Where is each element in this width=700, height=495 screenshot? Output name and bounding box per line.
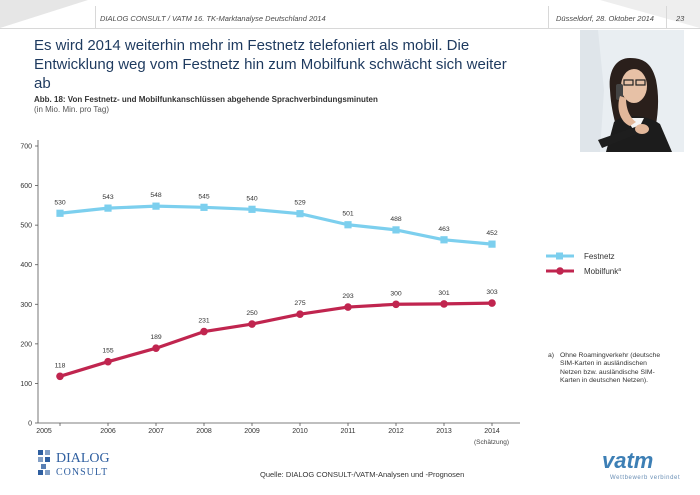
data-point-mobilfunk <box>200 327 208 336</box>
legend-label-mobilfunk: Mobilfunka <box>584 267 621 276</box>
x-tick-label: 2013 <box>436 428 452 435</box>
figure-subtitle: (in Mio. Min. pro Tag) <box>34 105 109 114</box>
estimate-note: (Schätzung) <box>474 439 510 446</box>
x-tick-label: 2012 <box>388 428 404 435</box>
data-point-festnetz <box>392 226 400 234</box>
y-tick-label: 400 <box>20 262 32 269</box>
data-point-festnetz <box>200 203 208 211</box>
svg-text:vatm: vatm <box>602 448 653 473</box>
legend-label-festnetz: Festnetz <box>584 252 615 261</box>
figure-title: Abb. 18: Von Festnetz- und Mobilfunkansc… <box>34 95 378 104</box>
data-label: 488 <box>390 216 402 223</box>
legend-marker-festnetz <box>556 252 563 260</box>
header-divider <box>666 6 667 28</box>
series-line-festnetz <box>59 204 493 246</box>
data-point-festnetz <box>344 221 352 229</box>
x-tick-label: 2005 <box>36 428 52 435</box>
data-point-festnetz <box>440 236 448 244</box>
x-tick-label: 2010 <box>292 428 308 435</box>
data-label: 540 <box>246 195 258 202</box>
data-point-festnetz <box>488 240 496 248</box>
svg-text:DIALOG: DIALOG <box>56 451 110 466</box>
data-point-festnetz <box>56 209 64 217</box>
data-label: 463 <box>438 226 450 233</box>
header-divider <box>95 6 96 28</box>
page-headline: Es wird 2014 weiterhin mehr im Festnetz … <box>34 37 507 92</box>
x-tick-label: 2007 <box>148 428 164 435</box>
data-label: 545 <box>198 193 210 200</box>
chart-axes: 0 100 200 300 400 500 600 700 2005 2006 2007 2008 20… <box>20 140 520 435</box>
y-tick-label: 500 <box>20 223 32 230</box>
line-chart: 0 100 200 300 400 500 600 700 2005 2006 2007 2008 20… <box>20 140 621 435</box>
x-tick-label: 2008 <box>196 428 212 435</box>
data-label: 452 <box>486 230 498 237</box>
vatm-logo: vatm Wettbewerb verbindet <box>600 448 682 489</box>
data-label: 118 <box>55 362 66 369</box>
document-title: DIALOG CONSULT / VATM 16. TK-Marktanalys… <box>100 14 326 23</box>
series-line-mobilfunk <box>59 301 493 378</box>
data-point-mobilfunk <box>248 320 256 328</box>
legend-superscript: a <box>618 267 621 273</box>
header-photo <box>580 30 684 152</box>
data-point-mobilfunk <box>392 300 400 309</box>
y-tick-label: 200 <box>20 341 32 348</box>
header-decoration <box>0 0 700 28</box>
y-tick-label: 100 <box>20 381 32 388</box>
data-point-festnetz <box>248 205 256 213</box>
data-label: 250 <box>246 310 258 317</box>
data-label: 301 <box>438 290 450 297</box>
data-label: 275 <box>294 300 306 307</box>
x-tick-label: 2014 <box>484 428 500 435</box>
data-label: 501 <box>342 211 354 218</box>
data-label: 155 <box>102 348 114 355</box>
data-label: 300 <box>390 290 402 297</box>
data-label: 303 <box>486 289 498 296</box>
data-label: 189 <box>150 334 162 341</box>
y-tick-label: 700 <box>20 144 32 151</box>
header-divider <box>548 6 549 28</box>
chart-legend: Festnetz Mobilfunka <box>546 252 621 276</box>
data-label: 231 <box>198 318 210 325</box>
svg-text:CONSULT: CONSULT <box>56 467 108 478</box>
data-label: 530 <box>54 199 66 206</box>
data-point-mobilfunk <box>440 300 448 308</box>
legend-marker-mobilfunk <box>556 267 564 275</box>
data-label: 548 <box>150 192 162 199</box>
svg-text:Wettbewerb verbindet: Wettbewerb verbindet <box>610 475 680 481</box>
footnote-key: a) <box>548 352 555 359</box>
data-point-mobilfunk <box>296 310 304 318</box>
data-point-mobilfunk <box>488 299 496 307</box>
data-point-festnetz <box>104 204 112 212</box>
header-rule <box>0 28 700 29</box>
source-note: Quelle: DIALOG CONSULT-/VATM-Analysen un… <box>260 470 465 479</box>
x-tick-label: 2011 <box>340 428 355 435</box>
footnote-text: Ohne Roamingverkehr (deutsche SIM-Karten… <box>560 352 661 384</box>
dialog-consult-logo: DIALOG CONSULT <box>36 448 146 483</box>
page-number: 23 <box>676 14 685 23</box>
y-tick-label: 600 <box>20 183 32 190</box>
chart-data-labels: 530 543 548 545 540 529 501 488 463 452 118 155 189 2… <box>54 192 498 369</box>
data-point-mobilfunk <box>104 357 112 366</box>
document-date: Düsseldorf, 28. Oktober 2014 <box>556 14 654 23</box>
data-point-festnetz <box>152 202 160 210</box>
data-point-mobilfunk <box>152 344 160 353</box>
y-tick-label: 0 <box>28 421 32 428</box>
data-point-mobilfunk <box>344 303 352 311</box>
data-point-festnetz <box>296 210 304 218</box>
y-tick-label: 300 <box>20 302 32 309</box>
x-tick-label: 2006 <box>100 428 116 435</box>
x-tick-label: 2009 <box>244 428 260 435</box>
data-label: 543 <box>102 194 114 201</box>
data-point-mobilfunk <box>56 372 64 381</box>
data-label: 529 <box>294 200 306 207</box>
data-label: 293 <box>342 293 354 300</box>
chart-series <box>56 202 496 381</box>
